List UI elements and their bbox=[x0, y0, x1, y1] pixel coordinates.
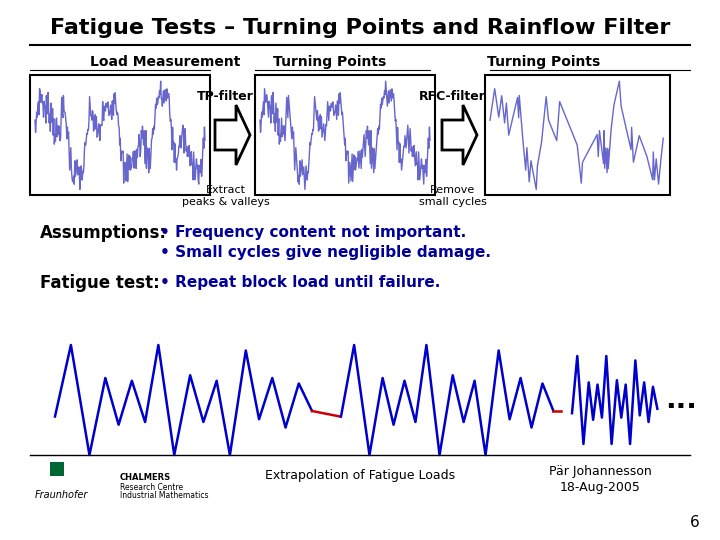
Bar bbox=[50, 462, 64, 476]
Text: Fatigue test:: Fatigue test: bbox=[40, 274, 160, 292]
Text: TP-filter: TP-filter bbox=[197, 91, 254, 104]
Text: Remove
small cycles: Remove small cycles bbox=[418, 185, 487, 207]
Bar bbox=[255, 75, 435, 195]
Text: Turning Points: Turning Points bbox=[487, 55, 600, 69]
Text: • Frequency content not important.: • Frequency content not important. bbox=[160, 226, 467, 240]
Text: Pär Johannesson: Pär Johannesson bbox=[549, 465, 652, 478]
Text: Load Measurement: Load Measurement bbox=[90, 55, 240, 69]
Bar bbox=[30, 75, 210, 195]
Text: Turning Points: Turning Points bbox=[274, 55, 387, 69]
Text: Extract
peaks & valleys: Extract peaks & valleys bbox=[181, 185, 269, 207]
Polygon shape bbox=[442, 105, 477, 165]
Text: 6: 6 bbox=[690, 515, 700, 530]
Text: Extrapolation of Fatigue Loads: Extrapolation of Fatigue Loads bbox=[265, 469, 455, 482]
Text: ...: ... bbox=[665, 386, 697, 414]
Text: • Small cycles give negligible damage.: • Small cycles give negligible damage. bbox=[160, 246, 491, 260]
Text: 18-Aug-2005: 18-Aug-2005 bbox=[559, 481, 640, 494]
Polygon shape bbox=[215, 105, 250, 165]
Text: Assumptions:: Assumptions: bbox=[40, 224, 167, 242]
Text: Fraunhofer: Fraunhofer bbox=[35, 490, 89, 500]
Bar bbox=[485, 75, 670, 195]
Text: • Repeat block load until failure.: • Repeat block load until failure. bbox=[160, 275, 441, 291]
Text: Research Centre: Research Centre bbox=[120, 483, 183, 491]
Text: Fatigue Tests – Turning Points and Rainflow Filter: Fatigue Tests – Turning Points and Rainf… bbox=[50, 18, 670, 38]
Text: RFC-filter: RFC-filter bbox=[419, 91, 486, 104]
Text: CHALMERS: CHALMERS bbox=[120, 474, 171, 483]
Text: Industrial Mathematics: Industrial Mathematics bbox=[120, 490, 209, 500]
